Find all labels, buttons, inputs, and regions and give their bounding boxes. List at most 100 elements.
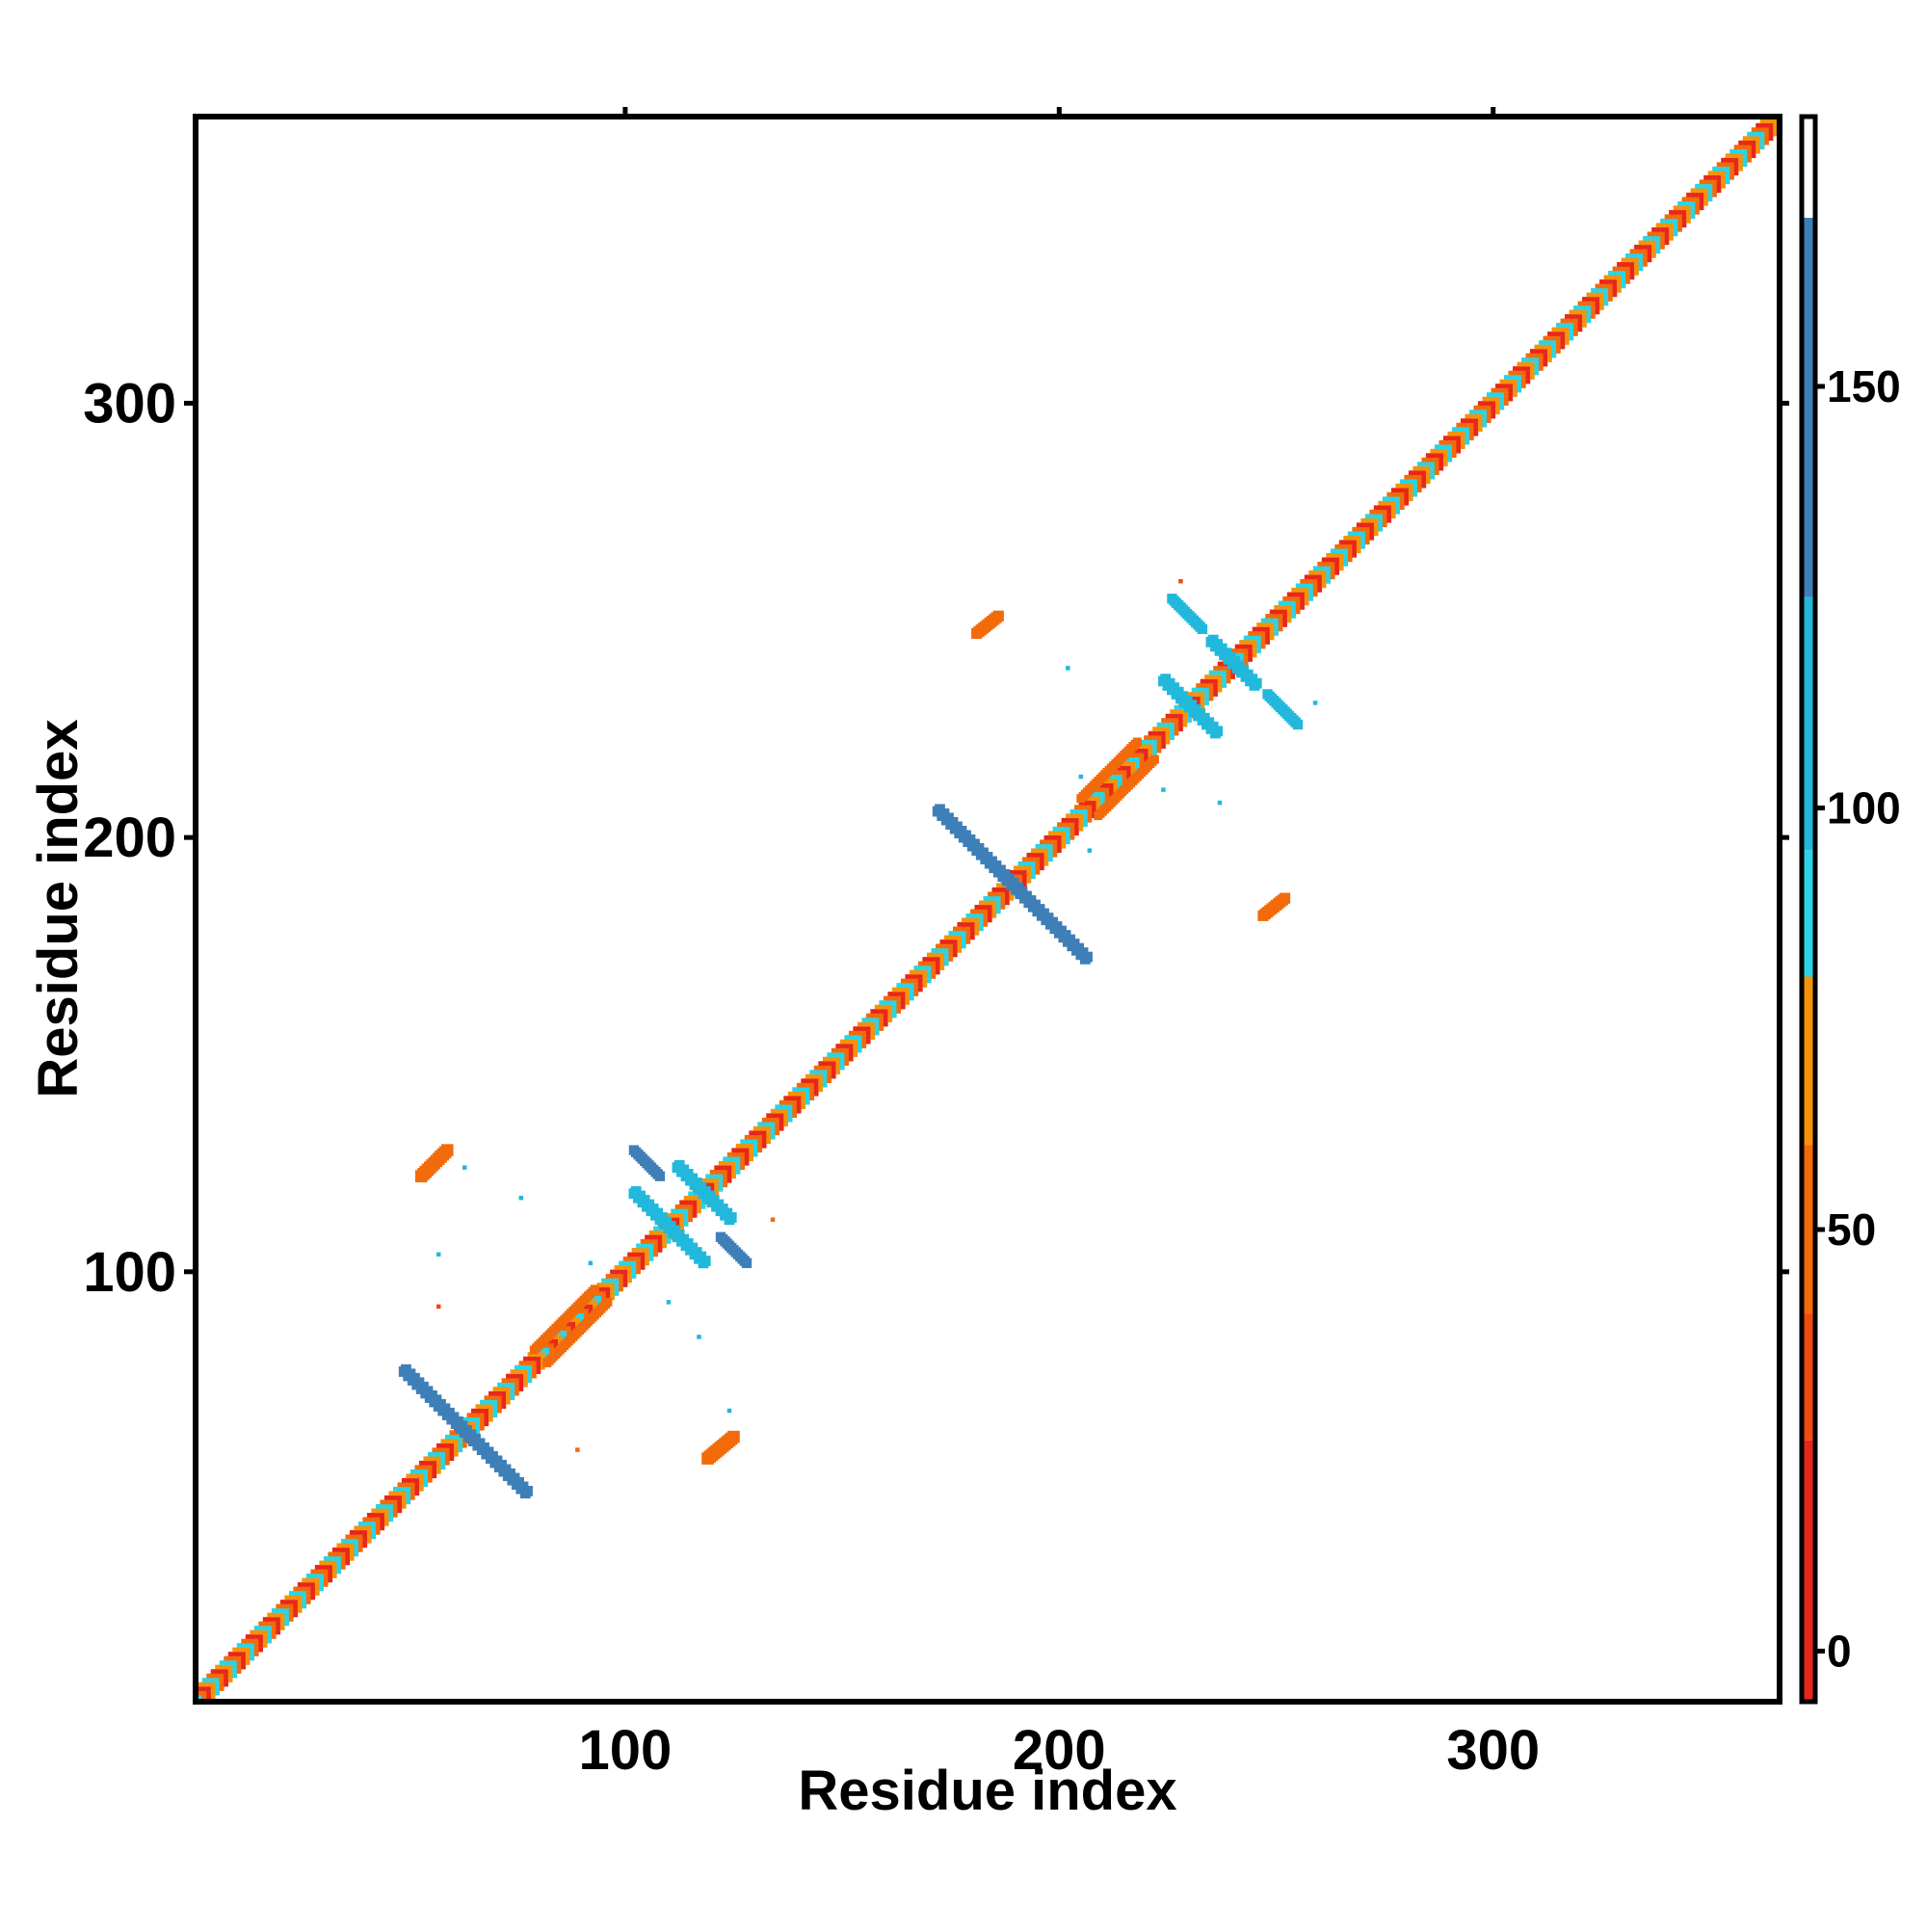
heatmap-cell — [870, 1030, 876, 1036]
heatmap-cell — [1087, 800, 1093, 806]
heatmap-cell — [1144, 744, 1148, 749]
heatmap-cell — [813, 1091, 819, 1097]
heatmap-cell — [414, 1482, 420, 1488]
heatmap-cell — [1364, 517, 1370, 523]
heatmap-cell — [198, 1681, 202, 1687]
heatmap-cell — [865, 1018, 871, 1022]
heatmap-cell — [1330, 574, 1335, 580]
heatmap-cell — [1338, 552, 1344, 558]
heatmap-cell — [1586, 292, 1592, 298]
heatmap-cell — [1014, 874, 1018, 880]
heatmap-cell — [366, 1534, 372, 1540]
heatmap-cell — [310, 1577, 316, 1583]
heatmap-cell — [1565, 335, 1570, 341]
heatmap-cell — [1390, 509, 1396, 515]
heatmap-cell — [354, 1529, 359, 1535]
heatmap-cell — [1170, 722, 1175, 728]
heatmap-cell — [831, 1065, 836, 1071]
heatmap-cell — [1547, 357, 1552, 362]
heatmap-cell — [1686, 197, 1691, 202]
heatmap-cell — [1243, 652, 1249, 658]
heatmap-cell — [1326, 557, 1332, 563]
heatmap-cell — [527, 1352, 533, 1357]
heatmap-cell — [1292, 719, 1304, 730]
heatmap-cell — [1000, 905, 1006, 910]
heatmap-cell — [349, 1548, 355, 1552]
heatmap-cell — [740, 1156, 745, 1162]
heatmap-cell — [865, 1021, 871, 1027]
heatmap-cell — [891, 1004, 897, 1010]
heatmap-cell — [939, 943, 945, 949]
heatmap-cell — [375, 1529, 381, 1535]
heatmap-cell — [1278, 600, 1283, 606]
heatmap-cell — [961, 931, 966, 936]
heatmap-cell — [293, 1586, 299, 1592]
heatmap-cell — [1274, 626, 1279, 632]
heatmap-cell — [1738, 145, 1743, 150]
heatmap-cell — [1291, 596, 1297, 601]
heatmap-cell — [1460, 431, 1465, 437]
heatmap-cell — [961, 922, 966, 927]
heatmap-cell — [227, 1669, 233, 1674]
heatmap-cell — [1144, 753, 1148, 757]
heatmap-cell — [1217, 666, 1223, 671]
heatmap-cell — [1100, 787, 1105, 793]
heatmap-cell — [305, 1586, 311, 1592]
heatmap-cell — [1234, 652, 1240, 658]
heatmap-cell — [1599, 279, 1604, 284]
heatmap-cell — [1083, 800, 1088, 806]
heatmap-cell — [1000, 887, 1006, 892]
heatmap-cell — [310, 1569, 316, 1575]
heatmap-cell — [1716, 166, 1722, 172]
contact-feature-parallel — [542, 1297, 613, 1367]
heatmap-cell — [1373, 505, 1379, 511]
heatmap-cell — [1208, 683, 1214, 688]
heatmap-cell — [1286, 596, 1292, 601]
heatmap-cell — [288, 1617, 294, 1622]
contact-feature-parallel — [1094, 754, 1159, 821]
heatmap-cell — [354, 1543, 359, 1548]
heatmap-cell — [1477, 413, 1483, 419]
heatmap-cell — [779, 1117, 784, 1123]
heatmap-cell — [258, 1626, 264, 1630]
heatmap-cell — [1681, 209, 1687, 215]
heatmap-cell — [488, 1413, 493, 1418]
heatmap-cell — [1703, 197, 1708, 202]
heatmap-cell — [844, 1039, 850, 1045]
heatmap-cell — [1686, 192, 1691, 198]
heatmap-cell — [1312, 592, 1318, 597]
heatmap-cell — [1677, 205, 1682, 211]
heatmap-cell — [401, 1495, 407, 1500]
heatmap-cell — [831, 1056, 836, 1062]
heatmap-cell — [1347, 535, 1353, 541]
heatmap-cell — [1338, 566, 1344, 571]
heatmap-cell — [1525, 353, 1531, 358]
heatmap-cell — [1213, 666, 1218, 671]
heatmap-cell — [392, 1499, 398, 1505]
heatmap-cell — [1356, 522, 1361, 528]
heatmap-cell — [1399, 500, 1405, 506]
heatmap-cell — [1747, 145, 1752, 150]
heatmap-cell — [375, 1512, 381, 1518]
heatmap-cell — [454, 1451, 459, 1457]
heatmap-cell — [362, 1521, 368, 1526]
heatmap-cell — [1243, 657, 1249, 662]
heatmap-cell — [922, 974, 928, 979]
heatmap-cell — [1577, 309, 1583, 315]
heatmap-cell — [943, 935, 949, 940]
heatmap-cell — [1482, 418, 1488, 423]
heatmap-cell — [1026, 857, 1032, 862]
heatmap-cell — [1439, 465, 1444, 471]
heatmap-cell — [965, 913, 971, 918]
heatmap-cell — [922, 957, 928, 962]
heatmap-cell — [775, 1130, 780, 1136]
heatmap-cell — [366, 1539, 372, 1544]
heatmap-cell — [1369, 517, 1375, 523]
heatmap-cell — [1196, 701, 1201, 705]
heatmap-cell — [1612, 271, 1618, 276]
heatmap-cell — [909, 974, 914, 979]
heatmap-cell — [1569, 318, 1574, 324]
heatmap-cell — [614, 1269, 620, 1275]
heatmap-cell — [1248, 640, 1253, 645]
heatmap-cell — [596, 1283, 602, 1287]
